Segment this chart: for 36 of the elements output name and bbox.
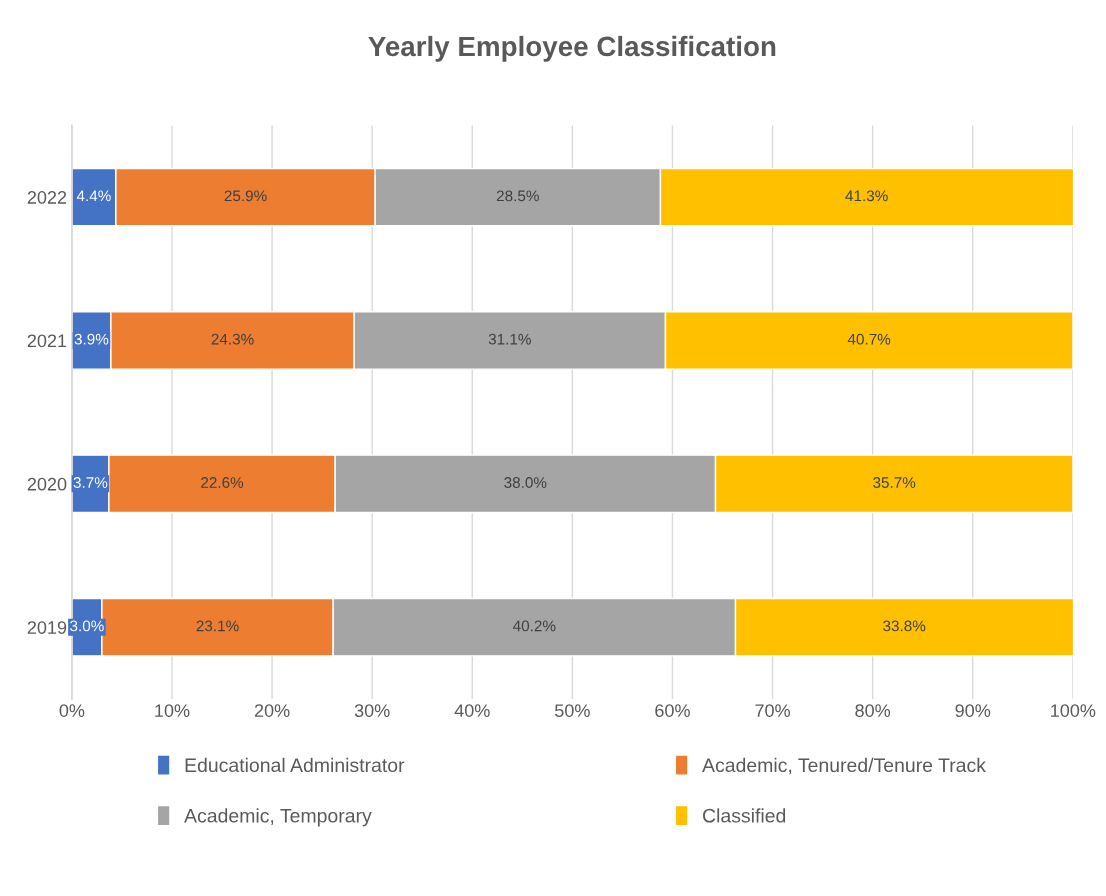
- x-tick-label: 20%: [254, 704, 290, 717]
- x-tick-label: 80%: [855, 704, 891, 717]
- x-tick-label: 60%: [655, 704, 690, 717]
- y-tick-label: 2022: [27, 191, 67, 204]
- legend-label: Classified: [703, 808, 786, 823]
- x-tick-label: 70%: [755, 704, 790, 717]
- y-tick-label: 2021: [27, 334, 67, 348]
- x-tick-label: 40%: [454, 704, 490, 717]
- data-label: 3.9%: [74, 333, 109, 345]
- data-label: 28.5%: [496, 190, 539, 202]
- legend-label: Educational Administrator: [185, 757, 405, 773]
- data-label: 4.4%: [76, 190, 111, 202]
- data-label: 40.2%: [513, 620, 556, 632]
- data-label: 3.0%: [70, 620, 104, 632]
- data-label: 25.9%: [224, 190, 267, 202]
- x-tick-label: 90%: [955, 704, 991, 717]
- x-tick-label: 30%: [354, 704, 390, 717]
- data-label: 35.7%: [873, 477, 916, 488]
- data-label: 3.7%: [73, 477, 108, 488]
- x-tick-label: 100%: [1051, 704, 1096, 717]
- data-label: 40.7%: [847, 333, 891, 345]
- legend-label: Academic, Tenured/Tenure Track: [702, 757, 986, 775]
- y-tick-label: 2020: [27, 477, 67, 491]
- data-label: 24.3%: [211, 333, 254, 345]
- chart-title: Yearly Employee Classification: [368, 35, 776, 62]
- data-label: 41.3%: [845, 190, 888, 202]
- y-tick-label: 2019: [27, 621, 67, 634]
- data-label: 38.0%: [504, 477, 547, 488]
- data-label: 23.1%: [196, 620, 239, 632]
- x-tick-label: 0%: [59, 704, 85, 717]
- data-label: 33.8%: [883, 620, 926, 632]
- x-tick-label: 10%: [155, 704, 190, 717]
- legend-label: Academic, Temporary: [184, 808, 372, 827]
- x-tick-label: 50%: [555, 704, 590, 717]
- data-label: 31.1%: [488, 333, 531, 345]
- data-label: 22.6%: [201, 477, 244, 488]
